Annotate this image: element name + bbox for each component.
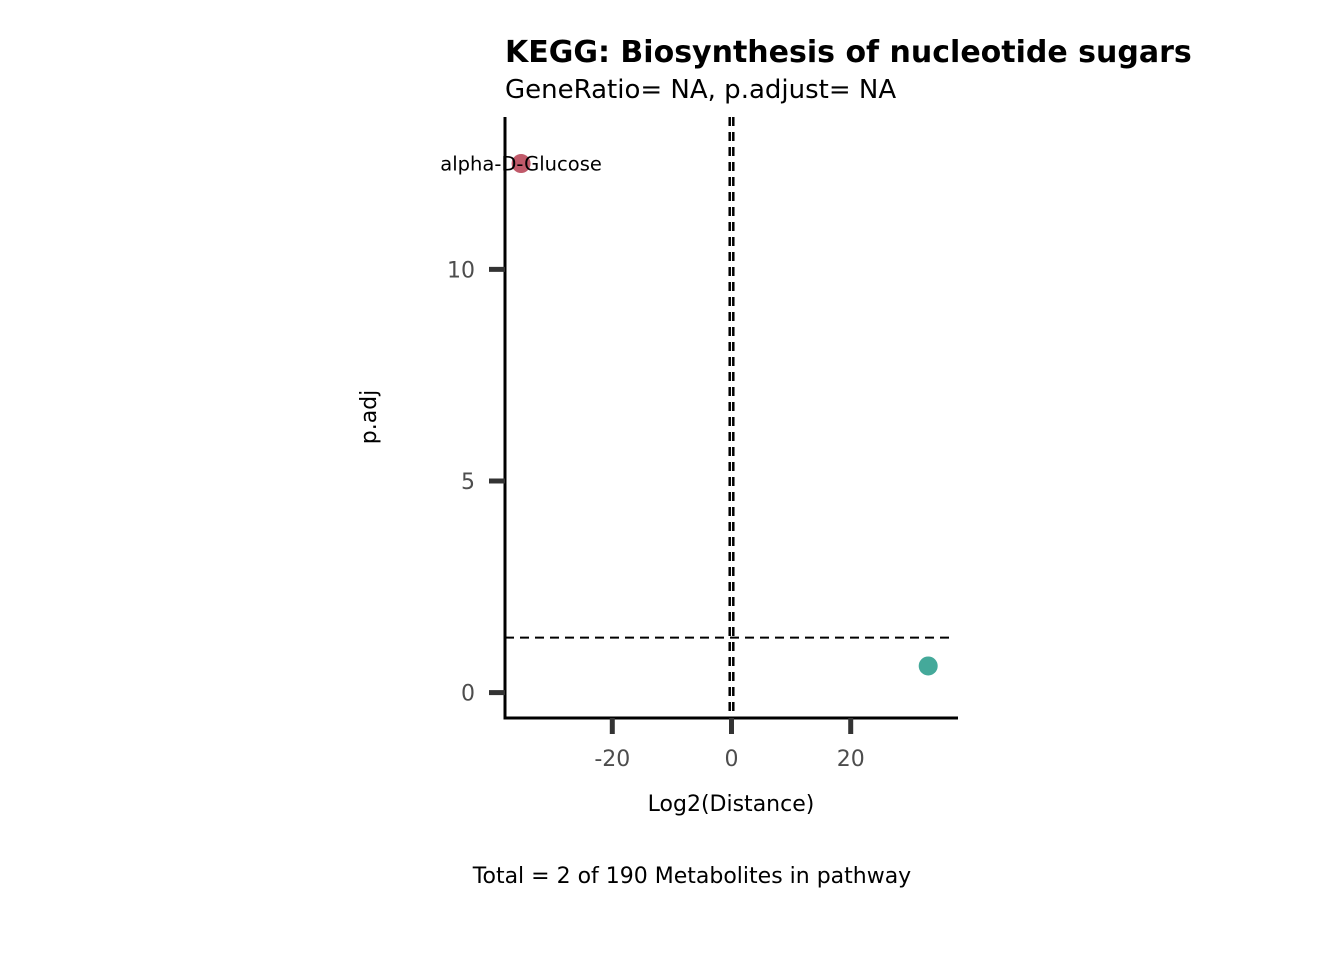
data-point-2 xyxy=(918,656,938,676)
x-axis-title: Log2(Distance) xyxy=(648,792,815,817)
threshold-lines xyxy=(505,117,950,718)
chart-title: KEGG: Biosynthesis of nucleotide sugars xyxy=(505,35,1192,70)
y-axis-title: p.adj xyxy=(357,390,382,445)
point-labels: alpha-D-Glucose xyxy=(440,153,602,176)
chart-subtitle: GeneRatio= NA, p.adjust= NA xyxy=(505,75,896,105)
data-point-1 xyxy=(511,154,531,174)
x-tick-label: 20 xyxy=(837,747,865,772)
y-tick-label: 5 xyxy=(461,470,475,495)
point-label-1: alpha-D-Glucose xyxy=(440,153,602,176)
y-tick-label: 10 xyxy=(447,258,475,283)
axis-ticks: -20 0 20 0 5 10 xyxy=(447,258,865,772)
y-tick-label: 0 xyxy=(461,682,475,707)
x-tick-label: 0 xyxy=(725,747,739,772)
data-points xyxy=(511,154,938,676)
chart-caption: Total = 2 of 190 Metabolites in pathway xyxy=(472,864,911,889)
x-tick-label: -20 xyxy=(594,747,630,772)
